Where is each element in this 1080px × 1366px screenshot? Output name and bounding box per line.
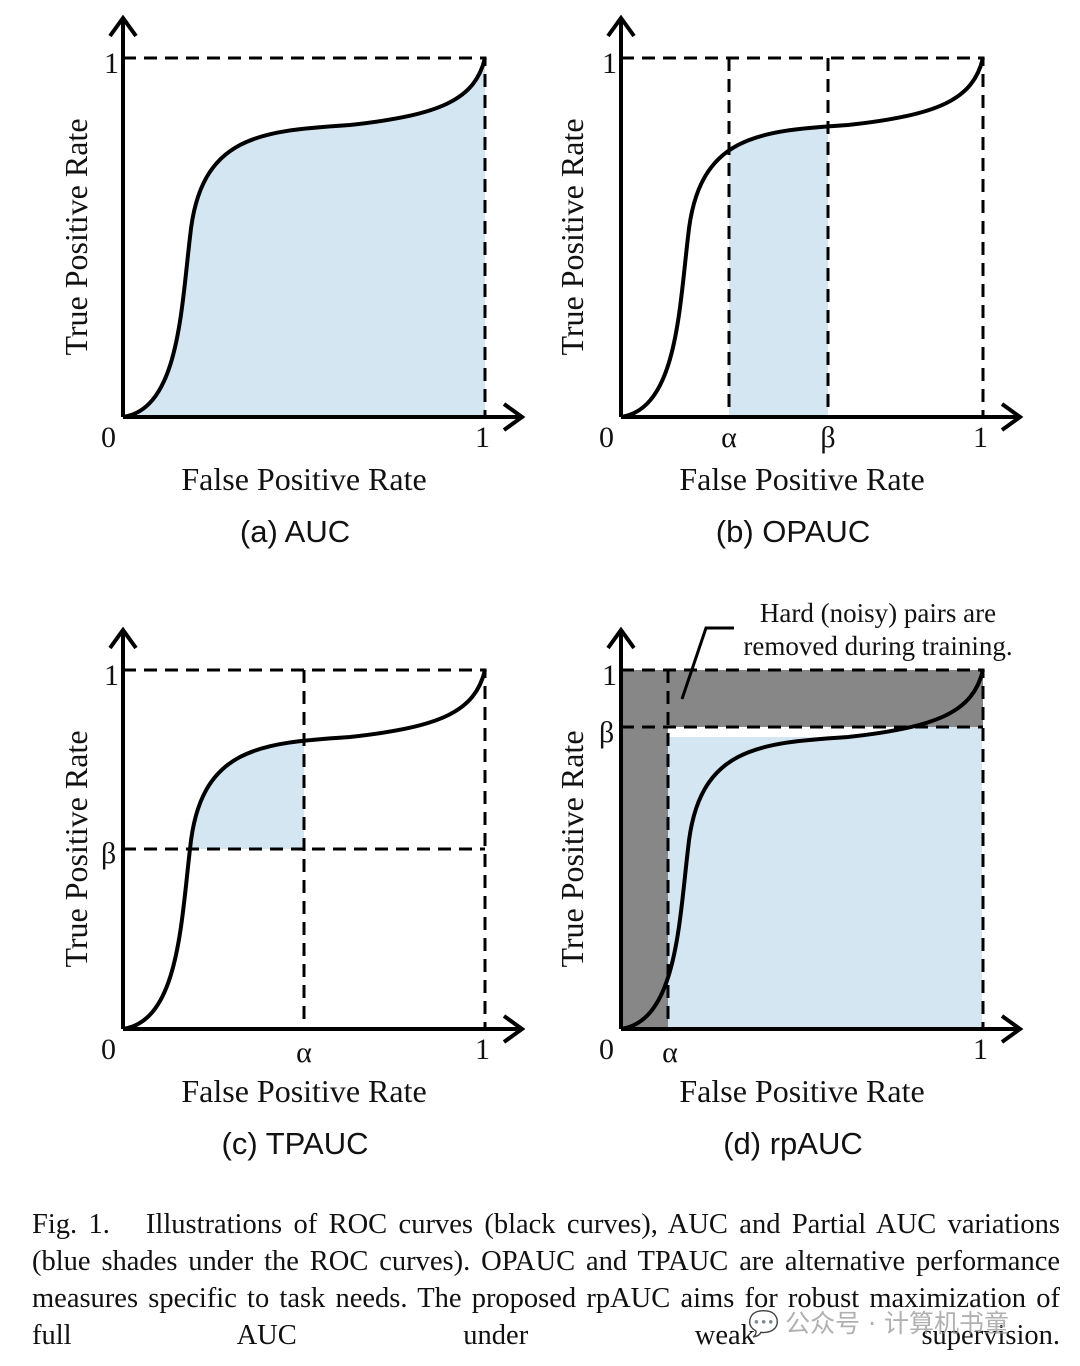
panel-a-tick-x1: 1 xyxy=(475,421,490,454)
panel-b-tick-origin: 0 xyxy=(599,421,614,454)
panel-d-tick-x1: 1 xyxy=(973,1033,988,1066)
panel-a-label: (a) AUC xyxy=(240,514,350,549)
panel-c-y-axis-title: True Positive Rate xyxy=(58,730,94,967)
panel-b-tick-alpha: α xyxy=(721,421,737,454)
panel-c-tick-y1: 1 xyxy=(104,659,119,692)
panel-c-label: (c) TPAUC xyxy=(222,1126,369,1161)
wechat-icon: 💬 xyxy=(748,1309,780,1338)
panel-c-tick-alpha: α xyxy=(296,1036,312,1069)
panel-c-x-axis xyxy=(123,1014,526,1044)
panel-d-y-axis xyxy=(606,626,636,1029)
watermark-text: 公众号 · 计算机书童 xyxy=(785,1309,1009,1338)
panel-b-y-axis-title: True Positive Rate xyxy=(554,118,590,355)
panel-a: 1 0 1 False Positive Rate True Positive … xyxy=(58,14,526,549)
panel-c-tick-origin: 0 xyxy=(101,1033,116,1066)
panel-a-y-axis-title: True Positive Rate xyxy=(58,118,94,355)
panel-c-tick-beta: β xyxy=(101,837,116,870)
panel-d-x-axis xyxy=(621,1014,1024,1044)
panel-d: Hard (noisy) pairs are removed during tr… xyxy=(554,598,1024,1161)
panel-d-tick-origin: 0 xyxy=(599,1033,614,1066)
caption-text: Illustrations of ROC curves (black curve… xyxy=(32,1209,1060,1351)
panel-b-shaded-region xyxy=(729,126,828,417)
panel-b-tick-x1: 1 xyxy=(973,421,988,454)
panel-d-annotation-pointer xyxy=(680,626,734,700)
panel-c-y-axis xyxy=(108,626,138,1029)
panel-d-x-axis-title: False Positive Rate xyxy=(679,1073,924,1109)
panel-a-tick-y1: 1 xyxy=(104,47,119,80)
panel-d-tick-beta: β xyxy=(599,716,614,749)
panel-c: 1 β 0 α 1 False Positive Rate True Posit… xyxy=(58,626,526,1161)
panel-d-y-axis-title: True Positive Rate xyxy=(554,730,590,967)
panel-d-annotation-line1: Hard (noisy) pairs are xyxy=(760,598,996,628)
panel-c-shaded-region xyxy=(190,740,304,849)
caption-label: Fig. 1. xyxy=(32,1209,110,1240)
panel-a-x-axis-title: False Positive Rate xyxy=(181,461,426,497)
panel-c-x-axis-title: False Positive Rate xyxy=(181,1073,426,1109)
panel-a-tick-origin: 0 xyxy=(101,421,116,454)
figure-caption: Fig. 1. Illustrations of ROC curves (blac… xyxy=(32,1206,1060,1354)
panel-b-tick-beta: β xyxy=(820,421,835,454)
panel-d-label: (d) rpAUC xyxy=(723,1126,863,1161)
panel-a-shaded-area xyxy=(123,58,485,417)
panel-d-shaded-block xyxy=(668,737,982,1029)
panel-d-tick-alpha: α xyxy=(662,1036,678,1069)
watermark: 💬 公众号 · 计算机书童 xyxy=(748,1304,1009,1340)
panel-a-y-axis xyxy=(108,14,138,417)
panel-b-x-axis-title: False Positive Rate xyxy=(679,461,924,497)
panel-d-annotation-line2: removed during training. xyxy=(743,631,1012,661)
figure: 1 0 1 False Positive Rate True Positive … xyxy=(58,14,1024,1161)
panel-d-tick-y1: 1 xyxy=(602,659,617,692)
panel-a-x-axis xyxy=(123,402,526,432)
panel-d-removed-pairs-band xyxy=(621,670,983,1029)
panel-b-label: (b) OPAUC xyxy=(716,514,870,549)
panel-b-x-axis xyxy=(621,402,1024,432)
panel-b-content: 1 0 α β 1 False Positive Rate True Posit… xyxy=(554,14,1024,549)
panel-c-tick-x1: 1 xyxy=(475,1033,490,1066)
panel-b-y-axis xyxy=(606,14,636,417)
panel-b-tick-y1: 1 xyxy=(602,47,617,80)
